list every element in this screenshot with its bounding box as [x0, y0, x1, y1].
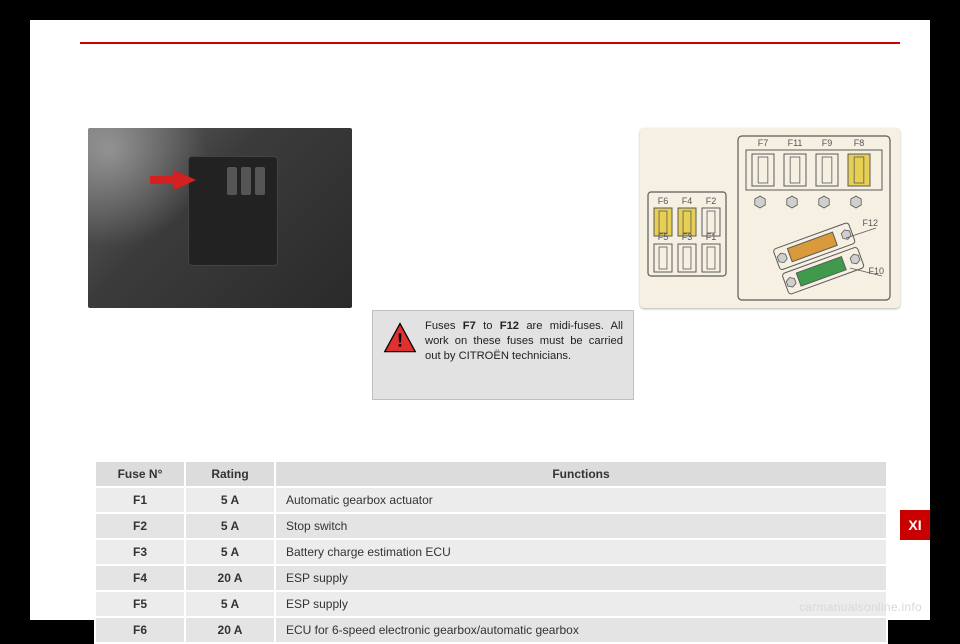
- header-rule: [80, 42, 900, 44]
- table-cell: F6: [95, 617, 185, 643]
- table-cell: F1: [95, 487, 185, 513]
- warning-box: ! Fuses F7 to F12 are midi-fuses. All wo…: [372, 310, 634, 400]
- chapter-tab-label: XI: [908, 517, 921, 533]
- table-cell: 5 A: [185, 591, 275, 617]
- table-cell: 5 A: [185, 513, 275, 539]
- warning-text: Fuses F7 to F12 are midi-fuses. All work…: [383, 319, 623, 364]
- photo-arrow-icon: [174, 170, 196, 190]
- photo-slot: [227, 167, 237, 195]
- photo-fusebox: [188, 156, 278, 266]
- table-header-cell: Functions: [275, 461, 887, 487]
- table-cell: F3: [95, 539, 185, 565]
- chapter-tab: XI: [900, 510, 930, 540]
- table-cell: 20 A: [185, 617, 275, 643]
- table-row: F420 AESP supply: [95, 565, 887, 591]
- watermark-text: carmanualsonline.info: [799, 600, 922, 614]
- table-row: F55 AESP supply: [95, 591, 887, 617]
- svg-text:F4: F4: [682, 196, 693, 206]
- table-cell: Automatic gearbox actuator: [275, 487, 887, 513]
- svg-text:F1: F1: [706, 232, 717, 242]
- table-row: F15 AAutomatic gearbox actuator: [95, 487, 887, 513]
- table-row: F35 ABattery charge estimation ECU: [95, 539, 887, 565]
- table-row: F25 AStop switch: [95, 513, 887, 539]
- svg-text:F2: F2: [706, 196, 717, 206]
- svg-text:F12: F12: [862, 218, 878, 228]
- table-cell: ESP supply: [275, 591, 887, 617]
- photo-slot: [241, 167, 251, 195]
- table-cell: 5 A: [185, 539, 275, 565]
- table-cell: F4: [95, 565, 185, 591]
- svg-text:F3: F3: [682, 232, 693, 242]
- fuse-table: Fuse N°RatingFunctionsF15 AAutomatic gea…: [94, 460, 888, 644]
- fuse-diagram-svg: F7F11F9F8F6F4F2F5F3F1F12F10: [640, 128, 900, 308]
- svg-text:F11: F11: [788, 138, 803, 148]
- svg-text:F7: F7: [758, 138, 769, 148]
- svg-text:F9: F9: [822, 138, 833, 148]
- table-cell: Stop switch: [275, 513, 887, 539]
- svg-text:F6: F6: [658, 196, 669, 206]
- fuse-diagram: F7F11F9F8F6F4F2F5F3F1F12F10: [640, 128, 900, 308]
- table-cell: ECU for 6-speed electronic gearbox/autom…: [275, 617, 887, 643]
- page-paper: F7F11F9F8F6F4F2F5F3F1F12F10 ! Fuses F7 t…: [30, 20, 930, 620]
- svg-text:!: !: [397, 330, 403, 351]
- table-header-cell: Fuse N°: [95, 461, 185, 487]
- table-cell: Battery charge estimation ECU: [275, 539, 887, 565]
- svg-text:F5: F5: [658, 232, 669, 242]
- table-cell: 20 A: [185, 565, 275, 591]
- table-cell: F5: [95, 591, 185, 617]
- table-cell: F2: [95, 513, 185, 539]
- svg-text:F8: F8: [854, 138, 865, 148]
- photo-slot: [255, 167, 265, 195]
- table-cell: 5 A: [185, 487, 275, 513]
- warning-triangle-icon: !: [383, 321, 417, 355]
- table-cell: ESP supply: [275, 565, 887, 591]
- photo-arrow-stem: [150, 176, 176, 184]
- warning-bold: F7: [463, 320, 476, 332]
- warning-bold: F12: [500, 320, 519, 332]
- fusebox-photo: [88, 128, 352, 308]
- table-row: F620 AECU for 6-speed electronic gearbox…: [95, 617, 887, 643]
- table-header-cell: Rating: [185, 461, 275, 487]
